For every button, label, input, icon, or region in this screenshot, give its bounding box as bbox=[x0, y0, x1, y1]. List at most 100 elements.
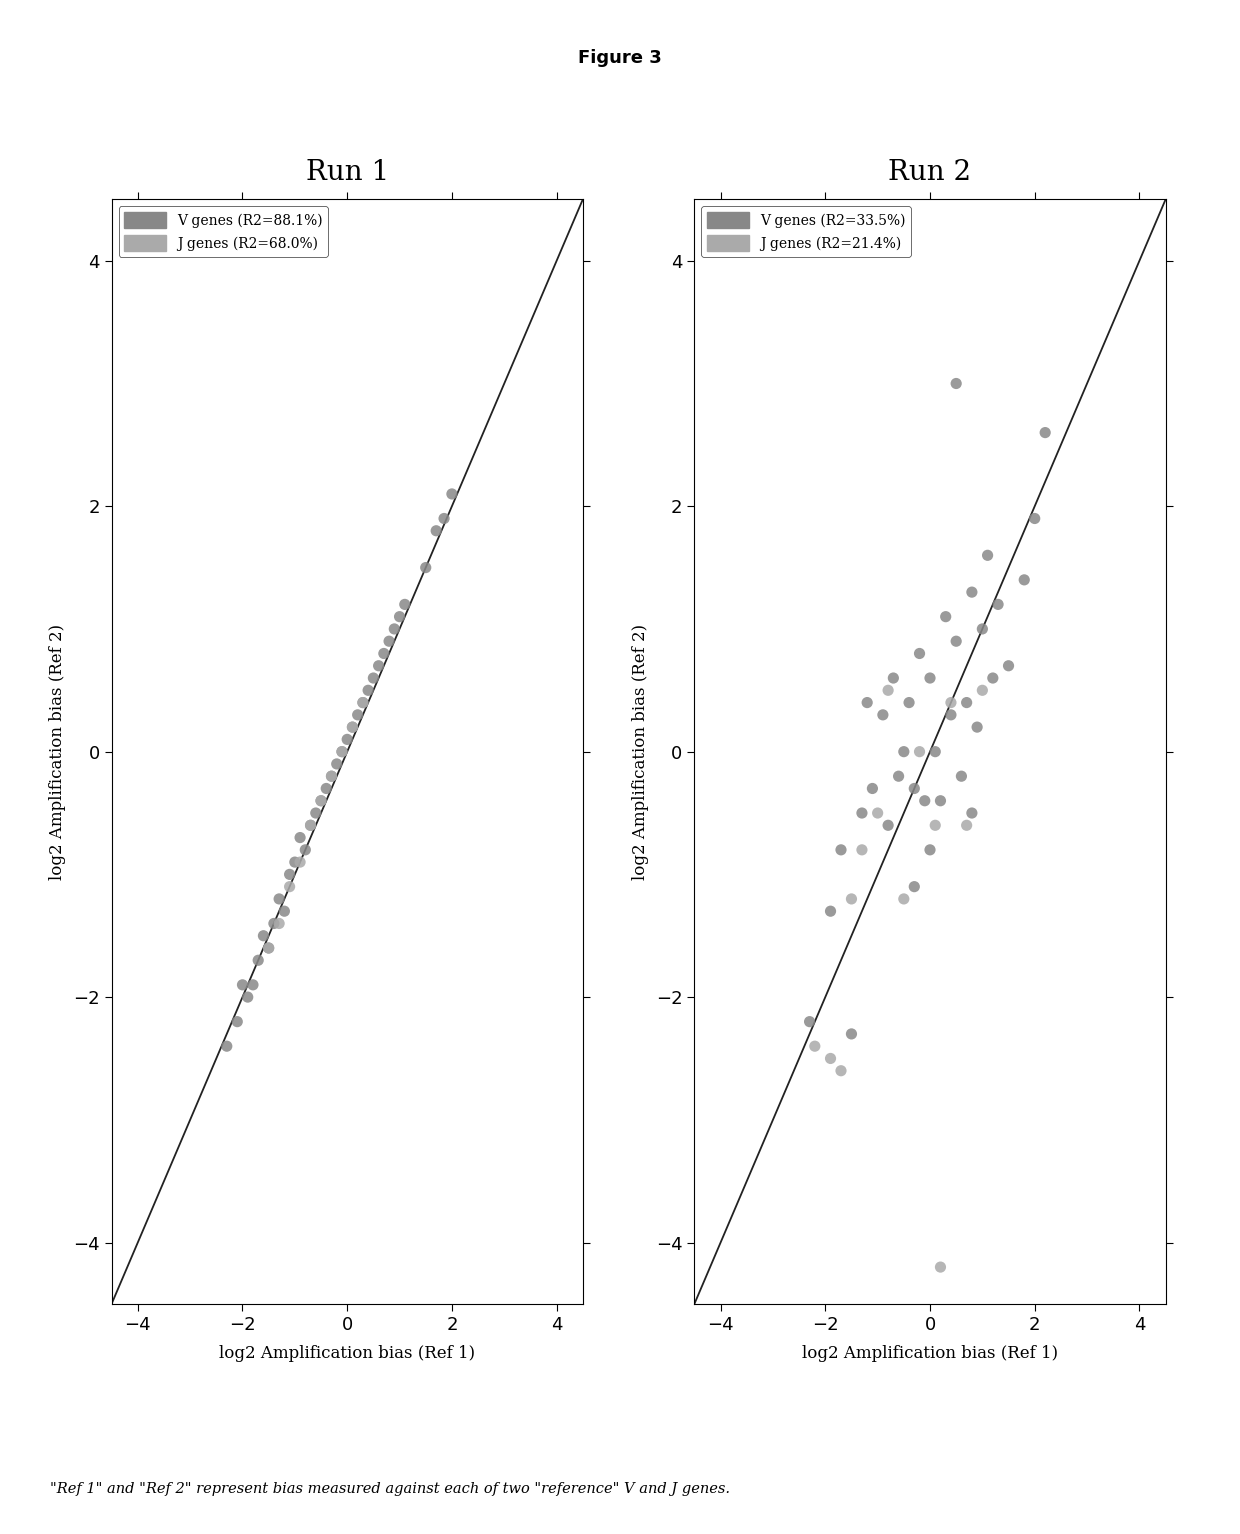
Point bbox=[904, 874, 924, 899]
Point bbox=[910, 739, 930, 764]
Point bbox=[285, 850, 305, 874]
Point bbox=[957, 690, 977, 715]
Point bbox=[842, 1022, 862, 1046]
Text: "Ref 1" and "Ref 2" represent bias measured against each of two "reference" V an: "Ref 1" and "Ref 2" represent bias measu… bbox=[50, 1482, 729, 1496]
Point bbox=[374, 641, 394, 666]
Point bbox=[977, 543, 997, 568]
Point bbox=[852, 801, 872, 825]
Point bbox=[910, 641, 930, 666]
Point bbox=[321, 764, 341, 788]
Point bbox=[946, 371, 966, 396]
Point bbox=[915, 788, 935, 813]
Point bbox=[321, 764, 341, 788]
Point bbox=[1035, 420, 1055, 445]
Point bbox=[358, 678, 378, 703]
Point bbox=[852, 838, 872, 862]
Title: Run 2: Run 2 bbox=[888, 160, 972, 186]
Point bbox=[821, 1046, 841, 1071]
Point bbox=[332, 739, 352, 764]
Point bbox=[295, 838, 315, 862]
Point bbox=[368, 653, 388, 678]
Point bbox=[925, 813, 945, 838]
Point bbox=[941, 690, 961, 715]
Point bbox=[800, 1009, 820, 1034]
Point bbox=[379, 629, 399, 653]
Point bbox=[427, 518, 446, 543]
Legend: V genes (R2=88.1%), J genes (R2=68.0%): V genes (R2=88.1%), J genes (R2=68.0%) bbox=[119, 207, 329, 256]
Point bbox=[1014, 568, 1034, 592]
Point bbox=[821, 899, 841, 923]
Point bbox=[962, 801, 982, 825]
Point bbox=[290, 850, 310, 874]
Point bbox=[930, 1255, 950, 1279]
Point bbox=[842, 887, 862, 911]
Point bbox=[920, 666, 940, 690]
Point bbox=[863, 776, 883, 801]
Point bbox=[415, 555, 435, 580]
Point bbox=[831, 1058, 851, 1083]
Point bbox=[972, 678, 992, 703]
Y-axis label: log2 Amplification bias (Ref 2): log2 Amplification bias (Ref 2) bbox=[50, 624, 66, 879]
Legend: V genes (R2=33.5%), J genes (R2=21.4%): V genes (R2=33.5%), J genes (R2=21.4%) bbox=[702, 207, 910, 256]
Point bbox=[883, 666, 903, 690]
Point bbox=[248, 948, 268, 973]
Point bbox=[878, 813, 898, 838]
Point bbox=[332, 739, 352, 764]
Y-axis label: log2 Amplification bias (Ref 2): log2 Amplification bias (Ref 2) bbox=[632, 624, 649, 879]
Point bbox=[264, 911, 284, 936]
Point bbox=[936, 604, 956, 629]
Point bbox=[353, 690, 373, 715]
Point bbox=[889, 764, 909, 788]
Point bbox=[300, 813, 320, 838]
Point bbox=[878, 678, 898, 703]
Point bbox=[988, 592, 1008, 617]
Point bbox=[311, 788, 331, 813]
Point bbox=[1024, 506, 1044, 531]
Point bbox=[951, 764, 971, 788]
Point bbox=[280, 862, 300, 887]
Point bbox=[894, 739, 914, 764]
X-axis label: log2 Amplification bias (Ref 1): log2 Amplification bias (Ref 1) bbox=[219, 1345, 475, 1362]
Point bbox=[904, 776, 924, 801]
Point bbox=[280, 874, 300, 899]
Point bbox=[925, 739, 945, 764]
Point bbox=[941, 703, 961, 727]
X-axis label: log2 Amplification bias (Ref 1): log2 Amplification bias (Ref 1) bbox=[802, 1345, 1058, 1362]
Point bbox=[300, 813, 320, 838]
Point bbox=[353, 690, 373, 715]
Point bbox=[434, 506, 454, 531]
Point bbox=[306, 801, 326, 825]
Point bbox=[920, 838, 940, 862]
Point bbox=[894, 887, 914, 911]
Point bbox=[967, 715, 987, 739]
Point bbox=[269, 887, 289, 911]
Point bbox=[394, 592, 414, 617]
Point bbox=[930, 788, 950, 813]
Point bbox=[868, 801, 888, 825]
Point bbox=[238, 985, 258, 1009]
Point bbox=[957, 813, 977, 838]
Point bbox=[946, 629, 966, 653]
Point bbox=[962, 580, 982, 604]
Point bbox=[389, 604, 409, 629]
Point bbox=[274, 899, 294, 923]
Point bbox=[337, 727, 357, 752]
Point bbox=[269, 911, 289, 936]
Text: Figure 3: Figure 3 bbox=[578, 49, 662, 67]
Point bbox=[384, 617, 404, 641]
Title: Run 1: Run 1 bbox=[305, 160, 389, 186]
Point bbox=[259, 936, 279, 960]
Point bbox=[243, 973, 263, 997]
Point bbox=[327, 752, 347, 776]
Point bbox=[342, 715, 362, 739]
Point bbox=[316, 776, 336, 801]
Point bbox=[998, 653, 1018, 678]
Point bbox=[972, 617, 992, 641]
Point bbox=[311, 788, 331, 813]
Point bbox=[233, 973, 253, 997]
Point bbox=[441, 482, 461, 506]
Point bbox=[253, 923, 273, 948]
Point bbox=[983, 666, 1003, 690]
Point bbox=[347, 703, 367, 727]
Point bbox=[259, 936, 279, 960]
